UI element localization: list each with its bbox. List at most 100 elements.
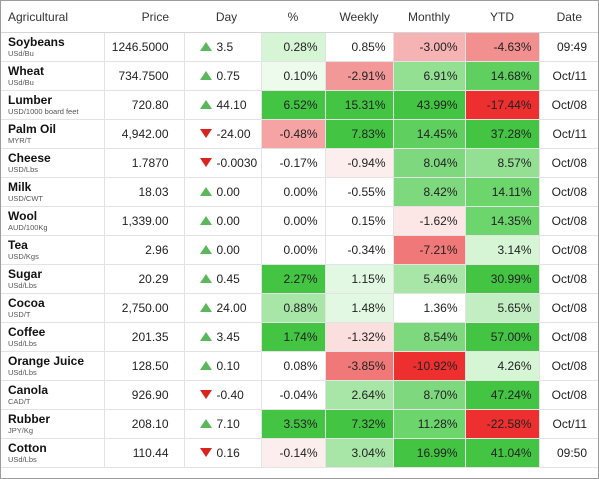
commodity-name-link[interactable]: Coffee (8, 325, 46, 340)
day-change-value: 24.00 (216, 301, 247, 315)
percent-change-cell: 0.88% (261, 293, 326, 323)
commodity-name-link[interactable]: Sugar (8, 267, 43, 282)
price-cell: 720.80 (104, 90, 185, 120)
table-row[interactable]: Milk USD/CWT 18.03 0.00 0.00% -0.55% 8.42% 14.1… (1, 177, 598, 207)
header-weekly[interactable]: Weekly (325, 1, 393, 33)
triangle-down-icon (199, 158, 212, 168)
ytd-change-cell: 30.99% (465, 264, 540, 294)
commodity-cell[interactable]: Cheese USD/Lbs (1, 148, 105, 178)
day-change-cell: 0.00 (184, 206, 262, 236)
header-percent[interactable]: % (261, 1, 325, 33)
monthly-change-cell: 5.46% (393, 264, 466, 294)
date-cell: Oct/11 (538, 119, 598, 149)
commodity-unit: USd/Lbs (8, 368, 37, 378)
weekly-change-cell: -2.91% (325, 61, 394, 91)
commodity-unit: USd/Lbs (8, 339, 37, 349)
commodity-name-link[interactable]: Palm Oil (8, 122, 57, 137)
monthly-change-cell: 14.45% (393, 119, 466, 149)
commodity-name-link[interactable]: Wool (8, 209, 38, 224)
commodity-cell[interactable]: Milk USD/CWT (1, 177, 105, 207)
date-cell: Oct/08 (538, 177, 598, 207)
header-day[interactable]: Day (184, 1, 261, 33)
table-row[interactable]: Rubber JPY/Kg 208.10 7.10 3.53% 7.32% 11.28% -2… (1, 409, 598, 439)
ytd-change-cell: 47.24% (465, 380, 540, 410)
table-row[interactable]: Lumber USD/1000 board feet 720.80 44.10 6.52… (1, 90, 598, 120)
percent-change-cell: 0.10% (261, 61, 326, 91)
monthly-change-cell: 8.04% (393, 148, 466, 178)
price-cell: 18.03 (104, 177, 185, 207)
header-price[interactable]: Price (104, 1, 184, 33)
commodity-name-link[interactable]: Cheese (8, 151, 51, 166)
commodity-name-link[interactable]: Canola (8, 383, 49, 398)
header-date[interactable]: Date (539, 1, 598, 33)
commodity-name-link[interactable]: Lumber (8, 93, 53, 108)
commodity-name-link[interactable]: Cocoa (8, 296, 45, 311)
commodity-cell[interactable]: Rubber JPY/Kg (1, 409, 105, 439)
date-cell: Oct/08 (538, 351, 598, 381)
commodity-name-link[interactable]: Orange Juice (8, 354, 85, 369)
table-row[interactable]: Orange Juice USd/Lbs 128.50 0.10 0.08% -3.85%… (1, 351, 598, 381)
commodity-name-link[interactable]: Tea (8, 238, 28, 253)
commodity-cell[interactable]: Lumber USD/1000 board feet (1, 90, 105, 120)
commodity-name-link[interactable]: Soybeans (8, 35, 65, 50)
triangle-up-icon (199, 216, 212, 226)
commodity-cell[interactable]: Soybeans USd/Bu (1, 32, 105, 62)
triangle-up-icon (199, 42, 212, 52)
monthly-change-cell: -10.92% (393, 351, 466, 381)
commodity-cell[interactable]: Orange Juice USd/Lbs (1, 351, 105, 381)
monthly-change-cell: 6.91% (393, 61, 466, 91)
day-change-value: 44.10 (216, 98, 247, 112)
table-row[interactable]: Sugar USd/Lbs 20.29 0.45 2.27% 1.15% 5.46% 30.9… (1, 264, 598, 294)
weekly-change-cell: -0.55% (325, 177, 394, 207)
commodity-name-link[interactable]: Rubber (8, 412, 50, 427)
percent-change-cell: 6.52% (261, 90, 326, 120)
day-change-value: 3.5 (216, 40, 234, 54)
header-agricultural[interactable]: Agricultural (1, 1, 104, 33)
ytd-change-cell: 14.11% (465, 177, 540, 207)
table-row[interactable]: Wool AUD/100Kg 1,339.00 0.00 0.00% 0.15% -1.62… (1, 206, 598, 236)
commodity-cell[interactable]: Canola CAD/T (1, 380, 105, 410)
commodity-unit: USd/Bu (8, 49, 34, 59)
table-row[interactable]: Cocoa USD/T 2,750.00 24.00 0.88% 1.48% 1.36% 5.… (1, 293, 598, 323)
weekly-change-cell: 1.48% (325, 293, 394, 323)
day-change-value: -24.00 (216, 127, 251, 141)
weekly-change-cell: 15.31% (325, 90, 394, 120)
commodity-unit: USd/Lbs (8, 455, 37, 465)
table-row[interactable]: Canola CAD/T 926.90 -0.40 -0.04% 2.64% 8.70% 47… (1, 380, 598, 410)
table-row[interactable]: Cotton USd/Lbs 110.44 0.16 -0.14% 3.04% 16.99%… (1, 438, 598, 468)
commodity-cell[interactable]: Wool AUD/100Kg (1, 206, 105, 236)
commodity-cell[interactable]: Sugar USd/Lbs (1, 264, 105, 294)
header-monthly[interactable]: Monthly (393, 1, 465, 33)
table-row[interactable]: Tea USD/Kgs 2.96 0.00 0.00% -0.34% -7.21% 3.14%… (1, 235, 598, 265)
day-change-value: -0.40 (216, 388, 244, 402)
table-row[interactable]: Coffee USd/Lbs 201.35 3.45 1.74% -1.32% 8.54% 5… (1, 322, 598, 352)
commodity-cell[interactable]: Wheat USd/Bu (1, 61, 105, 91)
weekly-change-cell: 3.04% (325, 438, 394, 468)
day-change-value: 0.00 (216, 185, 240, 199)
day-change-cell: 3.45 (184, 322, 262, 352)
commodity-unit: USd/Bu (8, 78, 34, 88)
commodity-name-link[interactable]: Cotton (8, 441, 47, 456)
commodity-cell[interactable]: Cotton USd/Lbs (1, 438, 105, 468)
day-change-cell: 0.00 (184, 235, 262, 265)
triangle-up-icon (199, 71, 212, 81)
commodity-unit: MYR/T (8, 136, 32, 146)
table-row[interactable]: Wheat USd/Bu 734.7500 0.75 0.10% -2.91% 6.91% 1… (1, 61, 598, 91)
ytd-change-cell: 5.65% (465, 293, 540, 323)
commodity-name-link[interactable]: Wheat (8, 64, 44, 79)
commodity-unit: USD/Lbs (8, 165, 39, 175)
table-row[interactable]: Soybeans USd/Bu 1246.5000 3.5 0.28% 0.85% -3.0… (1, 32, 598, 62)
commodity-cell[interactable]: Palm Oil MYR/T (1, 119, 105, 149)
header-ytd[interactable]: YTD (465, 1, 539, 33)
percent-change-cell: -0.17% (261, 148, 326, 178)
commodity-cell[interactable]: Coffee USd/Lbs (1, 322, 105, 352)
percent-change-cell: -0.48% (261, 119, 326, 149)
day-change-cell: 44.10 (184, 90, 262, 120)
commodity-cell[interactable]: Tea USD/Kgs (1, 235, 105, 265)
commodity-name-link[interactable]: Milk (8, 180, 32, 195)
monthly-change-cell: 1.36% (393, 293, 466, 323)
triangle-up-icon (199, 303, 212, 313)
table-row[interactable]: Palm Oil MYR/T 4,942.00 -24.00 -0.48% 7.83% 14… (1, 119, 598, 149)
commodity-cell[interactable]: Cocoa USD/T (1, 293, 105, 323)
table-row[interactable]: Cheese USD/Lbs 1.7870 -0.0030 -0.17% -0.94% 8.… (1, 148, 598, 178)
